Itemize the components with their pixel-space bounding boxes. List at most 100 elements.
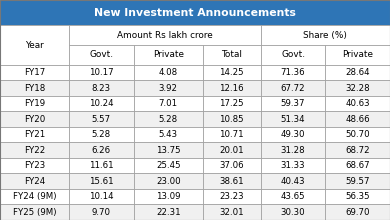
Bar	[325, 189, 390, 205]
Bar	[0, 25, 69, 65]
Bar	[134, 143, 203, 158]
Text: 30.30: 30.30	[281, 208, 305, 217]
Bar	[203, 205, 261, 220]
Bar	[203, 45, 261, 65]
Text: 23.23: 23.23	[220, 192, 244, 201]
Bar	[69, 80, 134, 96]
Bar	[69, 96, 134, 111]
Text: 10.85: 10.85	[220, 115, 244, 124]
Bar	[69, 127, 134, 143]
Bar	[325, 127, 390, 143]
Bar	[0, 127, 69, 143]
Bar	[69, 205, 134, 220]
Bar	[261, 189, 325, 205]
Bar	[261, 205, 325, 220]
Bar	[203, 143, 261, 158]
Bar	[0, 65, 69, 80]
Text: 56.35: 56.35	[346, 192, 370, 201]
Bar	[261, 158, 325, 173]
Bar	[69, 173, 134, 189]
Text: 28.64: 28.64	[346, 68, 370, 77]
Bar	[203, 189, 261, 205]
Bar	[0, 173, 69, 189]
Text: 10.14: 10.14	[89, 192, 114, 201]
Text: 32.28: 32.28	[346, 84, 370, 93]
Bar	[203, 158, 261, 173]
Text: 10.17: 10.17	[89, 68, 114, 77]
Bar	[134, 80, 203, 96]
Text: Private: Private	[342, 51, 373, 59]
Text: 59.37: 59.37	[281, 99, 305, 108]
Text: 6.26: 6.26	[92, 146, 111, 155]
Text: 43.65: 43.65	[281, 192, 305, 201]
Text: 49.30: 49.30	[281, 130, 305, 139]
Bar	[325, 143, 390, 158]
Text: 22.31: 22.31	[156, 208, 181, 217]
Bar	[261, 45, 325, 65]
Text: Year: Year	[25, 41, 44, 50]
Text: 69.70: 69.70	[346, 208, 370, 217]
Bar	[69, 143, 134, 158]
Text: Private: Private	[153, 51, 184, 59]
Bar	[134, 205, 203, 220]
Bar	[325, 173, 390, 189]
Text: Amount Rs lakh crore: Amount Rs lakh crore	[117, 31, 213, 40]
Bar	[203, 111, 261, 127]
Bar	[134, 173, 203, 189]
Text: 13.75: 13.75	[156, 146, 181, 155]
Bar	[0, 0, 390, 25]
Bar	[203, 65, 261, 80]
Bar	[261, 111, 325, 127]
Bar	[325, 45, 390, 65]
Text: FY21: FY21	[24, 130, 45, 139]
Text: FY19: FY19	[24, 99, 45, 108]
Bar	[0, 158, 69, 173]
Bar	[261, 143, 325, 158]
Text: FY18: FY18	[24, 84, 45, 93]
Bar	[325, 111, 390, 127]
Bar	[203, 173, 261, 189]
Bar	[69, 25, 261, 45]
Text: 23.00: 23.00	[156, 177, 181, 186]
Text: 9.70: 9.70	[92, 208, 111, 217]
Bar	[261, 80, 325, 96]
Bar	[203, 80, 261, 96]
Text: 48.66: 48.66	[346, 115, 370, 124]
Bar	[325, 65, 390, 80]
Text: Share (%): Share (%)	[303, 31, 347, 40]
Text: 59.57: 59.57	[346, 177, 370, 186]
Text: 31.33: 31.33	[281, 161, 305, 170]
Text: 17.25: 17.25	[220, 99, 244, 108]
Bar	[69, 45, 134, 65]
Text: FY22: FY22	[24, 146, 45, 155]
Bar	[69, 111, 134, 127]
Text: 71.36: 71.36	[281, 68, 305, 77]
Text: 68.72: 68.72	[346, 146, 370, 155]
Bar	[134, 189, 203, 205]
Text: 5.28: 5.28	[159, 115, 178, 124]
Text: FY23: FY23	[24, 161, 45, 170]
Bar	[203, 127, 261, 143]
Bar	[134, 96, 203, 111]
Text: 68.67: 68.67	[346, 161, 370, 170]
Bar	[261, 65, 325, 80]
Text: 5.43: 5.43	[159, 130, 178, 139]
Bar	[0, 96, 69, 111]
Bar	[0, 111, 69, 127]
Text: FY24: FY24	[24, 177, 45, 186]
Text: 38.61: 38.61	[220, 177, 244, 186]
Text: 50.70: 50.70	[346, 130, 370, 139]
Text: 67.72: 67.72	[281, 84, 305, 93]
Bar	[134, 158, 203, 173]
Text: FY25 (9M): FY25 (9M)	[13, 208, 56, 217]
Bar	[325, 205, 390, 220]
Bar	[325, 158, 390, 173]
Text: FY24 (9M): FY24 (9M)	[13, 192, 56, 201]
Text: 40.63: 40.63	[346, 99, 370, 108]
Text: New Investment Announcements: New Investment Announcements	[94, 8, 296, 18]
Bar	[0, 80, 69, 96]
Bar	[0, 143, 69, 158]
Bar	[261, 96, 325, 111]
Bar	[261, 127, 325, 143]
Bar	[69, 65, 134, 80]
